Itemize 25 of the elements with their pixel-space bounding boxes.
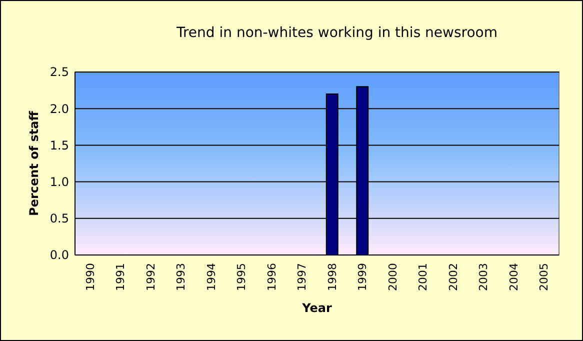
- x-tick-label: 1999: [356, 263, 370, 291]
- x-tick-label: 2005: [538, 263, 551, 291]
- chart-title: Trend in non-whites working in this newsroom: [175, 25, 498, 41]
- x-tick-label: 2002: [446, 263, 460, 291]
- x-tick-label: 1991: [114, 263, 128, 291]
- x-tick-label: 2000: [386, 263, 400, 291]
- y-tick-label: 0.0: [50, 248, 69, 262]
- x-tick-label: 2001: [416, 263, 430, 291]
- x-tick-label: 1995: [235, 263, 248, 291]
- y-tick-label: 0.5: [50, 212, 69, 226]
- x-tick-label: 1990: [84, 263, 97, 291]
- y-tick-label: 2.5: [50, 65, 69, 80]
- x-tick-label: 1998: [326, 263, 339, 291]
- y-tick-label: 1.5: [50, 138, 69, 152]
- x-tick-label: 1994: [204, 263, 218, 291]
- x-axis-title: Year: [301, 301, 332, 315]
- y-tick-label: 2.0: [50, 102, 69, 116]
- y-tick-label: 1.0: [50, 175, 69, 189]
- x-tick-label: 2003: [477, 263, 490, 291]
- x-tick-label: 2004: [507, 263, 520, 291]
- x-tick-label: 1993: [174, 263, 188, 291]
- y-axis-title: Percent of staff: [27, 110, 41, 216]
- x-tick-label: 1992: [144, 263, 158, 291]
- x-tick-label: 1997: [296, 263, 309, 291]
- x-tick-label: 1996: [265, 263, 278, 291]
